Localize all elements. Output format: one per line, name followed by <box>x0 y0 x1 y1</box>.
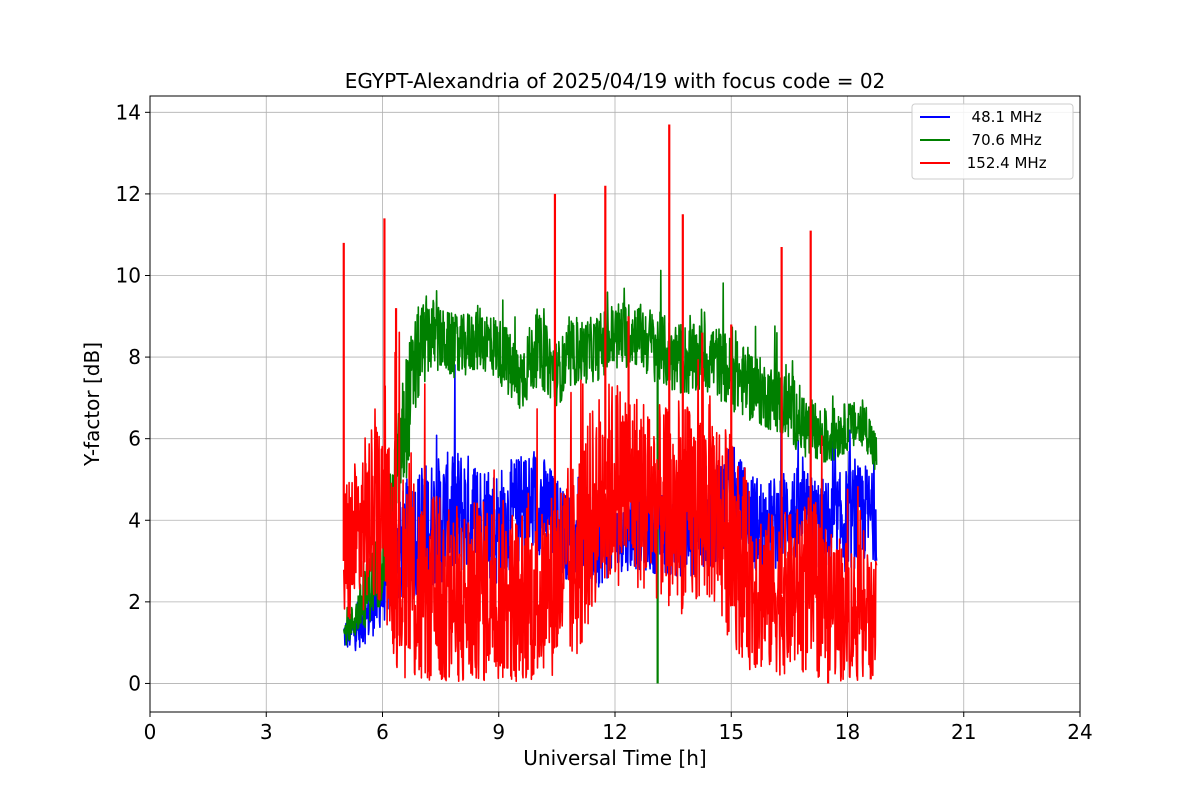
x-tick-label-0: 0 <box>144 720 157 744</box>
x-tick-label-8: 24 <box>1067 720 1092 744</box>
chart-title: EGYPT-Alexandria of 2025/04/19 with focu… <box>345 69 886 93</box>
legend-label-2: 152.4 MHz <box>962 154 1047 172</box>
x-tick-label-5: 15 <box>719 720 744 744</box>
y-tick-label-5: 10 <box>116 263 141 287</box>
x-tick-label-1: 3 <box>260 720 273 744</box>
x-tick-label-7: 21 <box>951 720 976 744</box>
x-tick-label-3: 9 <box>492 720 505 744</box>
y-tick-label-3: 6 <box>128 427 141 451</box>
legend-box <box>911 103 1074 180</box>
y-tick-label-7: 14 <box>116 100 141 124</box>
legend-label-1: 70.6 MHz <box>962 131 1042 149</box>
legend-label-0: 48.1 MHz <box>962 108 1042 126</box>
y-tick-label-4: 8 <box>128 345 141 369</box>
x-tick-label-4: 12 <box>602 720 627 744</box>
series-line-2 <box>343 331 878 683</box>
x-ticks: 0 3 6 9 12 15 18 21 24 <box>144 712 1093 744</box>
series-line-1 <box>343 269 878 646</box>
y-tick-label-6: 12 <box>116 182 141 206</box>
y-axis-label: Y-factor [dB] <box>80 342 104 467</box>
y-tick-label-0: 0 <box>128 671 141 695</box>
y-ticks: 0 2 4 6 8 10 12 14 <box>116 100 150 695</box>
x-tick-label-2: 6 <box>376 720 389 744</box>
x-tick-label-6: 18 <box>835 720 860 744</box>
y-tick-label-1: 2 <box>128 590 141 614</box>
x-axis-label: Universal Time [h] <box>523 746 706 770</box>
series-layer <box>342 124 878 684</box>
legend: 48.1 MHz 70.6 MHz 152.4 MHz <box>911 103 1074 180</box>
y-tick-label-2: 4 <box>128 508 141 532</box>
